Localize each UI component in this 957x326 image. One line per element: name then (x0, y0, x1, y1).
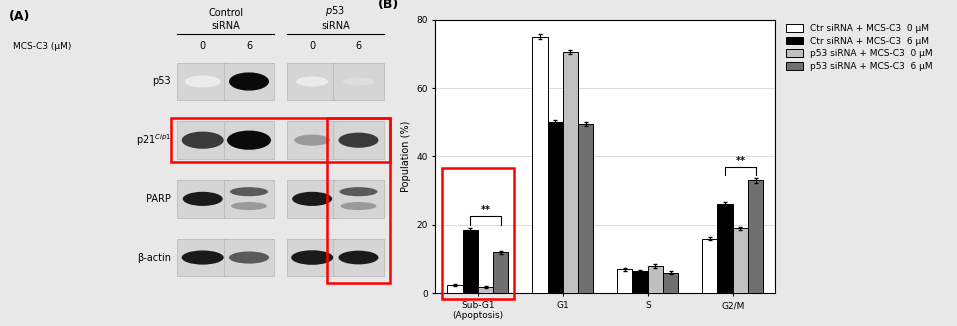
Bar (177, 180, 228, 218)
Bar (447, 285, 462, 293)
Bar (177, 239, 228, 276)
Bar (224, 63, 275, 100)
Text: siRNA: siRNA (321, 21, 349, 31)
Bar (547, 122, 563, 293)
Text: siRNA: siRNA (211, 21, 240, 31)
Bar (532, 37, 547, 293)
Bar (563, 52, 578, 293)
Bar (462, 230, 478, 293)
Bar (633, 271, 648, 293)
Bar (333, 121, 384, 159)
Ellipse shape (340, 187, 377, 196)
Text: PARP: PARP (146, 194, 171, 204)
Ellipse shape (291, 250, 333, 265)
Text: 6: 6 (355, 40, 362, 51)
Text: (B): (B) (378, 0, 399, 11)
Ellipse shape (296, 77, 328, 86)
Bar (287, 63, 338, 100)
Bar (478, 287, 493, 293)
Bar (718, 204, 733, 293)
Bar (224, 180, 275, 218)
Ellipse shape (339, 251, 379, 264)
Text: MCS-C3 (μM): MCS-C3 (μM) (13, 41, 72, 51)
Bar (578, 124, 593, 293)
Text: **: ** (480, 205, 491, 215)
Bar (171, 118, 390, 162)
Text: **: ** (735, 156, 746, 166)
Ellipse shape (231, 202, 267, 210)
Legend: Ctr siRNA + MCS-C3  0 μM, Ctr siRNA + MCS-C3  6 μM, p53 siRNA + MCS-C3  0 μM, p5: Ctr siRNA + MCS-C3 0 μM, Ctr siRNA + MCS… (787, 24, 932, 71)
Bar (333, 63, 384, 100)
Bar (733, 228, 748, 293)
Ellipse shape (229, 72, 269, 91)
Bar (333, 180, 384, 218)
Bar (224, 121, 275, 159)
Bar (442, 169, 514, 299)
Bar (177, 63, 228, 100)
Bar (748, 181, 764, 293)
Bar (287, 121, 338, 159)
Text: 6: 6 (246, 40, 252, 51)
Bar (177, 121, 228, 159)
Ellipse shape (182, 250, 224, 265)
Ellipse shape (227, 131, 271, 150)
Bar (663, 273, 679, 293)
Ellipse shape (343, 78, 374, 85)
Ellipse shape (182, 132, 224, 149)
Ellipse shape (341, 202, 376, 210)
Bar (648, 266, 663, 293)
Text: 0: 0 (200, 40, 206, 51)
Bar (333, 239, 384, 276)
Ellipse shape (230, 187, 268, 196)
Bar (493, 252, 508, 293)
Text: p53: p53 (152, 77, 171, 86)
Ellipse shape (229, 251, 269, 264)
Text: Control: Control (209, 8, 243, 18)
Bar (287, 239, 338, 276)
Ellipse shape (183, 192, 223, 206)
Text: (A): (A) (9, 10, 31, 23)
Bar (327, 118, 390, 283)
Ellipse shape (339, 133, 379, 148)
Text: $p53$: $p53$ (325, 4, 345, 18)
Text: 0: 0 (309, 40, 315, 51)
Text: β-actin: β-actin (137, 253, 171, 262)
Bar (224, 239, 275, 276)
Ellipse shape (294, 135, 330, 146)
Bar (287, 180, 338, 218)
Y-axis label: Population (%): Population (%) (401, 121, 411, 192)
Ellipse shape (185, 75, 221, 88)
Text: p21$^{Cip1}$: p21$^{Cip1}$ (136, 132, 171, 148)
Bar (702, 239, 718, 293)
Ellipse shape (292, 192, 332, 206)
Bar (617, 269, 633, 293)
